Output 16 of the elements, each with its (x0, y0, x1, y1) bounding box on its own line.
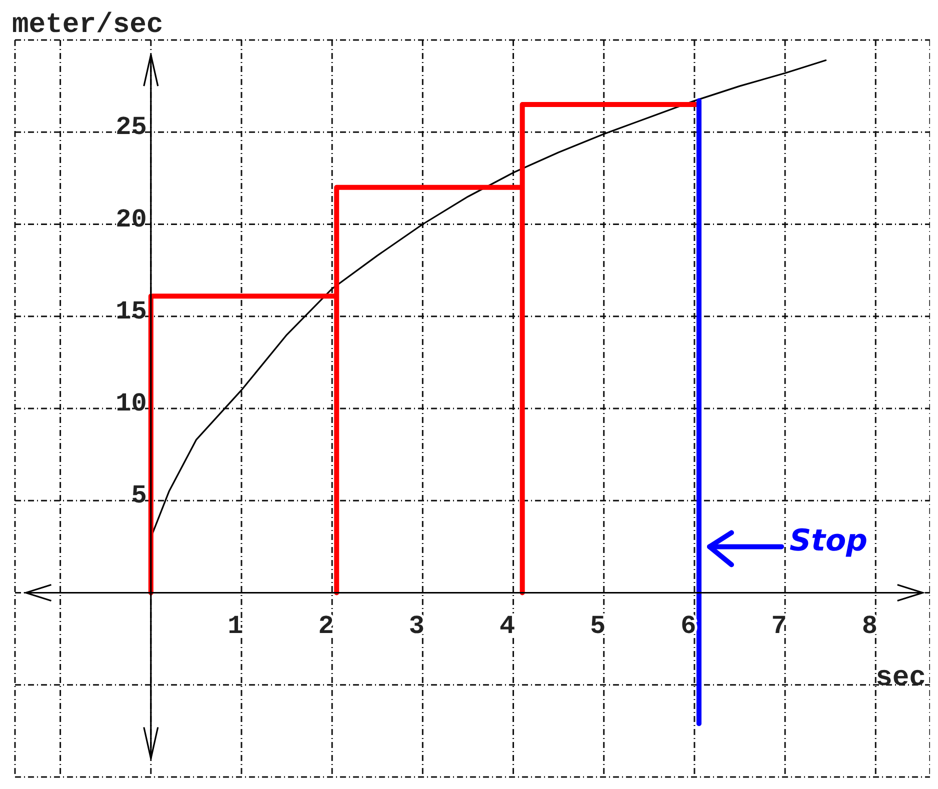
x-tick-label: 4 (499, 610, 516, 641)
x-tick-label: 8 (862, 610, 878, 641)
x-tick-label: 3 (408, 610, 424, 641)
x-tick-label: 5 (590, 610, 606, 641)
x-tick-label: 7 (771, 610, 787, 641)
y-tick-label: 25 (116, 112, 147, 142)
x-tick-label: 6 (680, 610, 696, 641)
y-tick-label: 5 (131, 480, 147, 511)
y-axis-title: meter/sec (12, 10, 164, 41)
y-tick-label: 20 (116, 204, 147, 234)
y-tick-label: 15 (116, 296, 147, 326)
x-axis-title: sec (876, 662, 926, 694)
y-tick-label: 10 (116, 388, 147, 418)
x-tick-label: 1 (228, 610, 244, 641)
annotation: Stop (790, 524, 868, 559)
x-tick-label: 2 (318, 610, 334, 641)
